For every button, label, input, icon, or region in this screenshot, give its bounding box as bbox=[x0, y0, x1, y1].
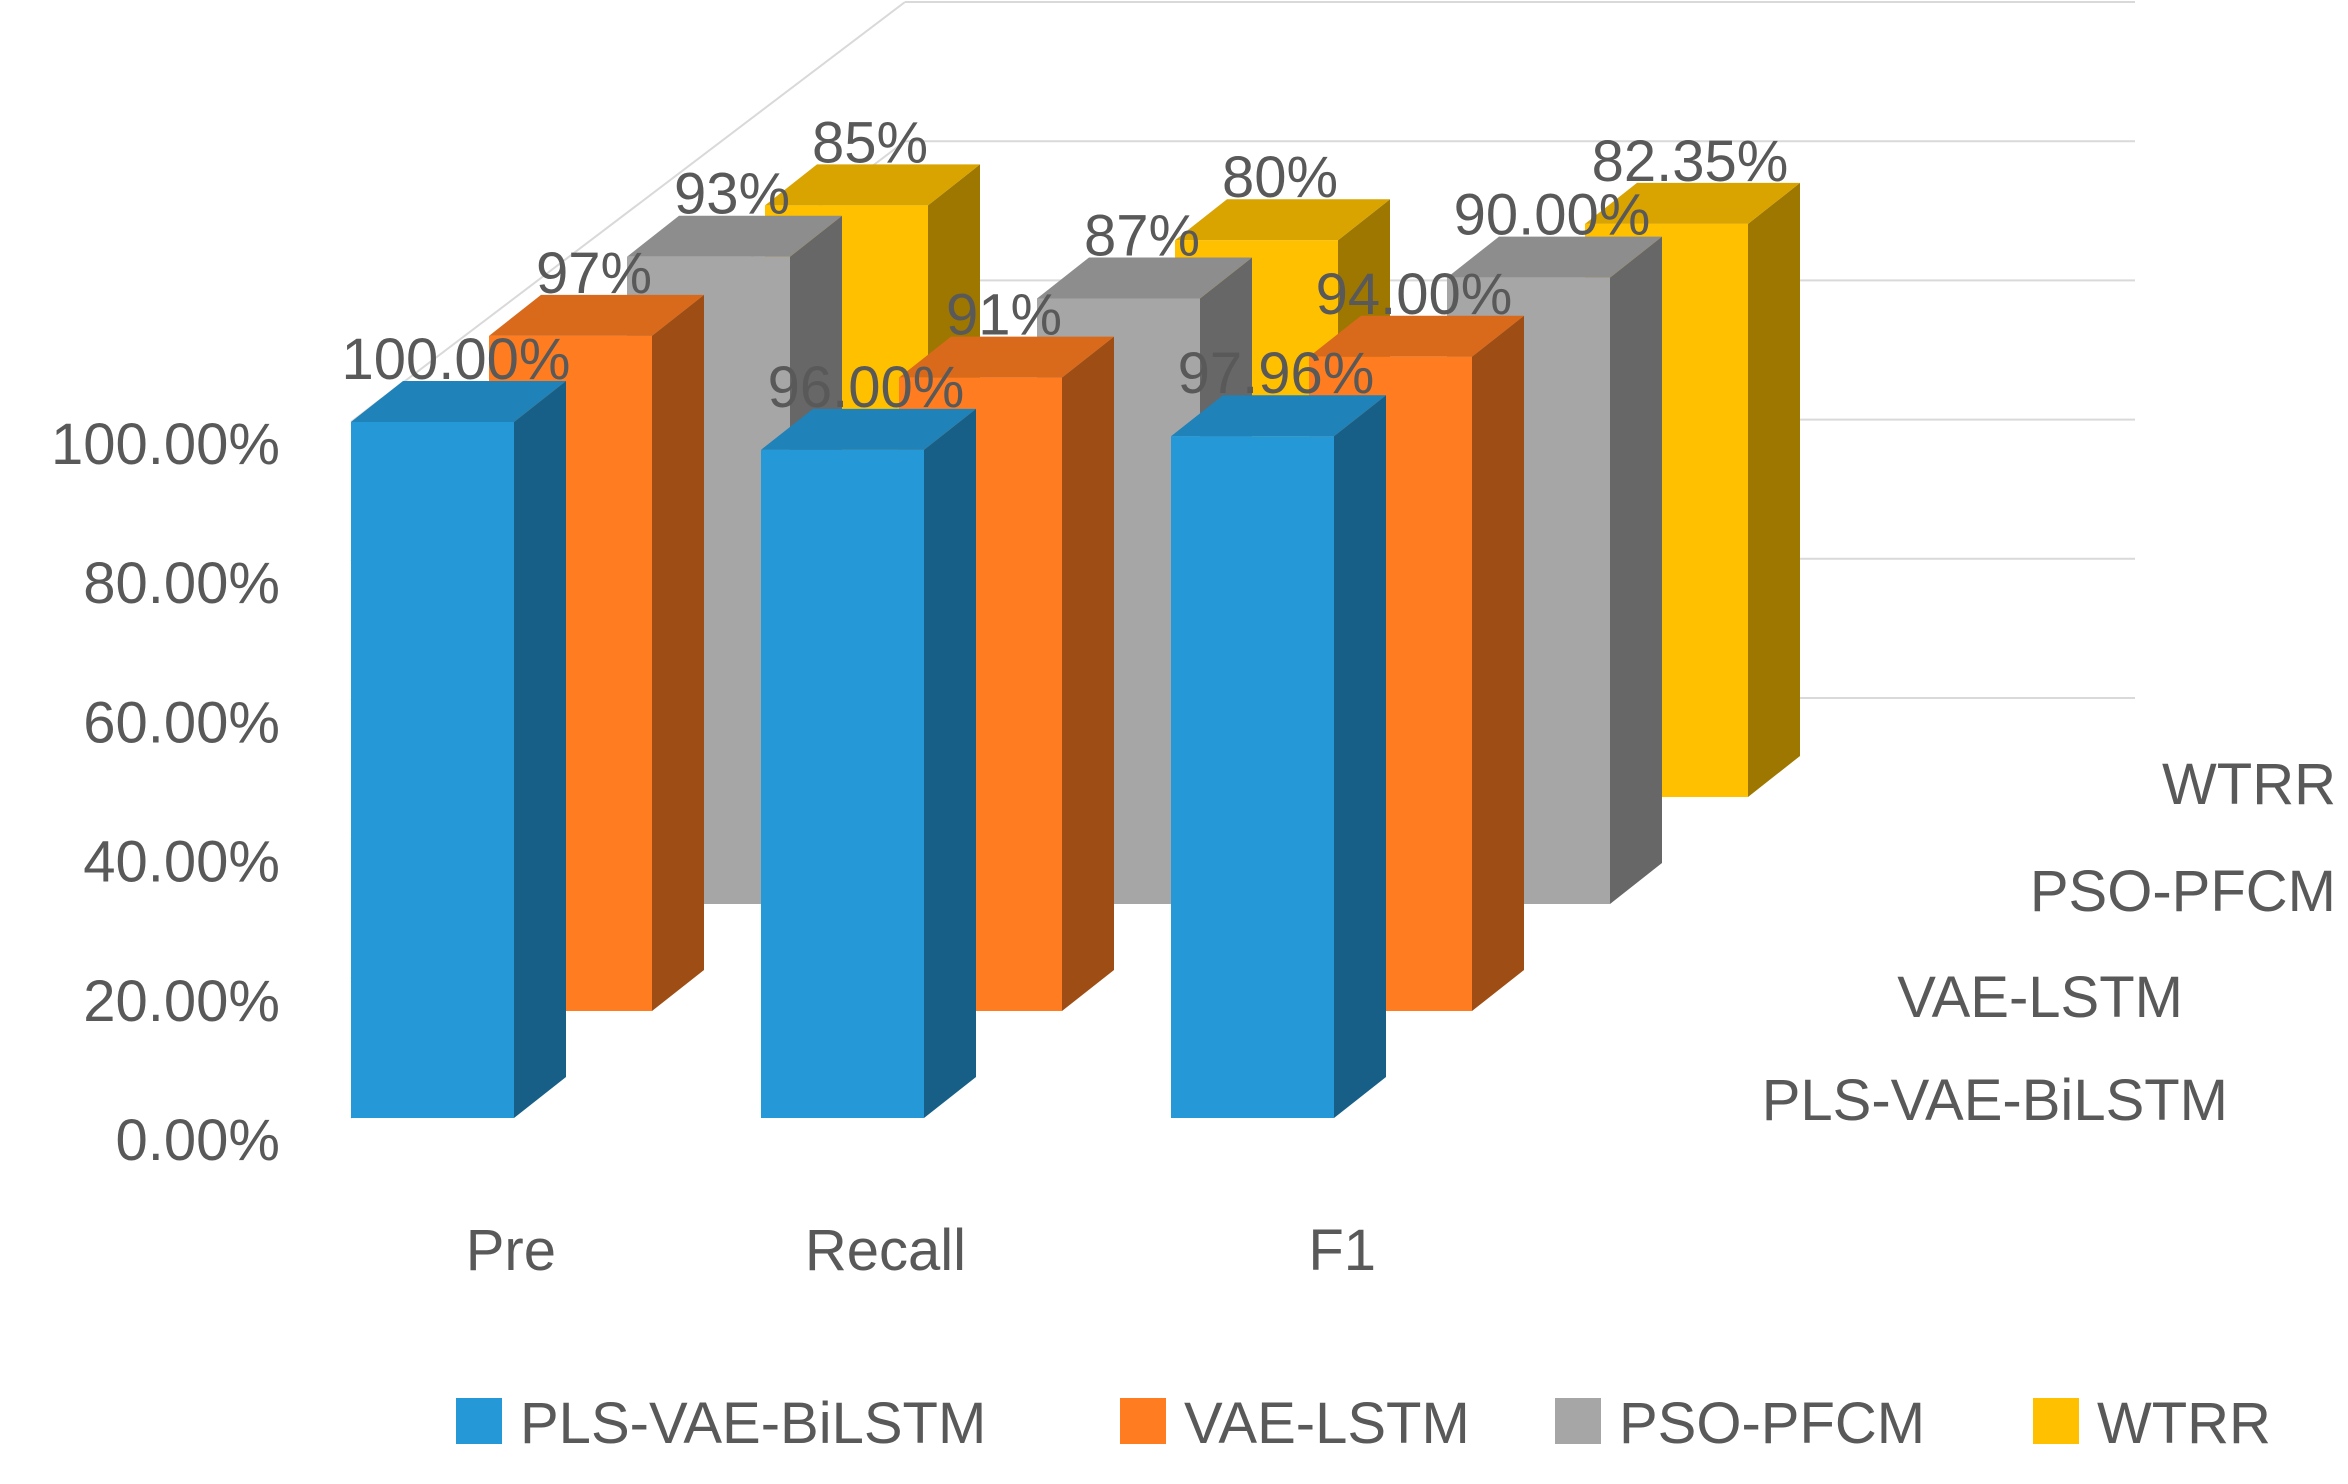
x-tick-label-pre: Pre bbox=[466, 1218, 556, 1283]
legend-label: VAE-LSTM bbox=[1184, 1391, 1470, 1456]
bar-top bbox=[351, 381, 566, 422]
x-tick-label-f1: F1 bbox=[1308, 1218, 1376, 1283]
bar-top bbox=[765, 164, 980, 206]
bar-front bbox=[761, 449, 924, 1119]
legend: PLS-VAE-BiLSTM VAE-LSTM PSO-PFCM WTRR bbox=[456, 1391, 2271, 1456]
bar-side bbox=[1748, 182, 1800, 797]
data-label-wtrr-f1: 82.35% bbox=[1592, 129, 1789, 194]
x-tick-label-recall: Recall bbox=[805, 1218, 966, 1283]
bar-side bbox=[1334, 395, 1386, 1119]
data-label-vae-lstm-pre: 97% bbox=[536, 241, 652, 306]
bar-side bbox=[924, 408, 976, 1119]
bar-top bbox=[1447, 236, 1662, 278]
bar-top bbox=[627, 215, 842, 257]
data-label-pls-vae-bilstm-f1: 97.96% bbox=[1178, 341, 1375, 406]
data-label-pso-pfcm-pre: 93% bbox=[674, 162, 790, 227]
bar-top bbox=[761, 408, 976, 450]
data-label-vae-lstm-recall: 91% bbox=[946, 283, 1062, 348]
bar-top bbox=[899, 336, 1114, 378]
data-label-pso-pfcm-f1: 90.00% bbox=[1454, 183, 1651, 248]
data-label-pls-vae-bilstm-recall: 96.00% bbox=[768, 355, 965, 420]
legend-label: WTRR bbox=[2097, 1391, 2271, 1456]
legend-swatch bbox=[2033, 1398, 2079, 1444]
bar-front bbox=[351, 422, 514, 1118]
gridline-side bbox=[350, 1, 906, 423]
bars bbox=[351, 164, 1800, 1119]
y-tick-label: 0.00% bbox=[116, 1108, 280, 1173]
data-label-wtrr-recall: 80% bbox=[1222, 145, 1338, 210]
series-pls-vae-bilstm bbox=[351, 381, 1386, 1119]
depth-label-pso-pfcm: PSO-PFCM bbox=[2030, 859, 2336, 924]
data-labels: 85% 80% 82.35% 93% 87% 90.00% 97% 91% 94.00% 100.… bbox=[342, 110, 1789, 419]
bar-pls-vae-bilstm-pre bbox=[351, 381, 566, 1118]
legend-swatch bbox=[1555, 1398, 1601, 1444]
y-tick-label: 100.00% bbox=[51, 412, 280, 477]
bar-front bbox=[1171, 436, 1334, 1119]
bar-side bbox=[1062, 336, 1114, 1011]
bar-side bbox=[514, 381, 566, 1118]
legend-swatch bbox=[1120, 1398, 1166, 1444]
legend-swatch bbox=[456, 1398, 502, 1444]
legend-label: PSO-PFCM bbox=[1619, 1391, 1925, 1456]
bar-top bbox=[1171, 395, 1386, 437]
data-label-pls-vae-bilstm-pre: 100.00% bbox=[342, 327, 571, 392]
bar-side bbox=[1472, 315, 1524, 1011]
bar-side bbox=[652, 294, 704, 1011]
bar-pls-vae-bilstm-f1 bbox=[1171, 395, 1386, 1119]
depth-label-vae-lstm: VAE-LSTM bbox=[1897, 965, 2183, 1030]
legend-label: PLS-VAE-BiLSTM bbox=[520, 1391, 986, 1456]
bar-top bbox=[1175, 199, 1390, 241]
legend-item-vae-lstm: VAE-LSTM bbox=[1120, 1391, 1470, 1456]
depth-label-wtrr: WTRR bbox=[2162, 752, 2336, 817]
data-label-vae-lstm-f1: 94.00% bbox=[1316, 262, 1513, 327]
legend-item-pls-vae-bilstm: PLS-VAE-BiLSTM bbox=[456, 1391, 986, 1456]
depth-label-pls-vae-bilstm: PLS-VAE-BiLSTM bbox=[1762, 1068, 2228, 1133]
data-label-wtrr-pre: 85% bbox=[812, 110, 928, 175]
bar-top bbox=[489, 294, 704, 336]
depth-axis-labels: PLS-VAE-BiLSTM VAE-LSTM PSO-PFCM WTRR bbox=[1762, 752, 2336, 1133]
y-tick-label: 40.00% bbox=[83, 830, 280, 895]
bar-top bbox=[1037, 257, 1252, 299]
y-axis-ticks: 0.00% 20.00% 40.00% 60.00% 80.00% 100.00% bbox=[51, 412, 280, 1173]
bar-pls-vae-bilstm-recall bbox=[761, 408, 976, 1119]
y-tick-label: 80.00% bbox=[83, 551, 280, 616]
bar-top bbox=[1309, 315, 1524, 357]
x-axis-ticks: Pre Recall F1 bbox=[466, 1218, 1376, 1283]
y-tick-label: 60.00% bbox=[83, 690, 280, 755]
y-tick-label: 20.00% bbox=[83, 969, 280, 1034]
legend-item-pso-pfcm: PSO-PFCM bbox=[1555, 1391, 1925, 1456]
bar-side bbox=[1610, 236, 1662, 905]
bar-top bbox=[1585, 182, 1800, 224]
legend-item-wtrr: WTRR bbox=[2033, 1391, 2271, 1456]
data-label-pso-pfcm-recall: 87% bbox=[1084, 203, 1200, 268]
